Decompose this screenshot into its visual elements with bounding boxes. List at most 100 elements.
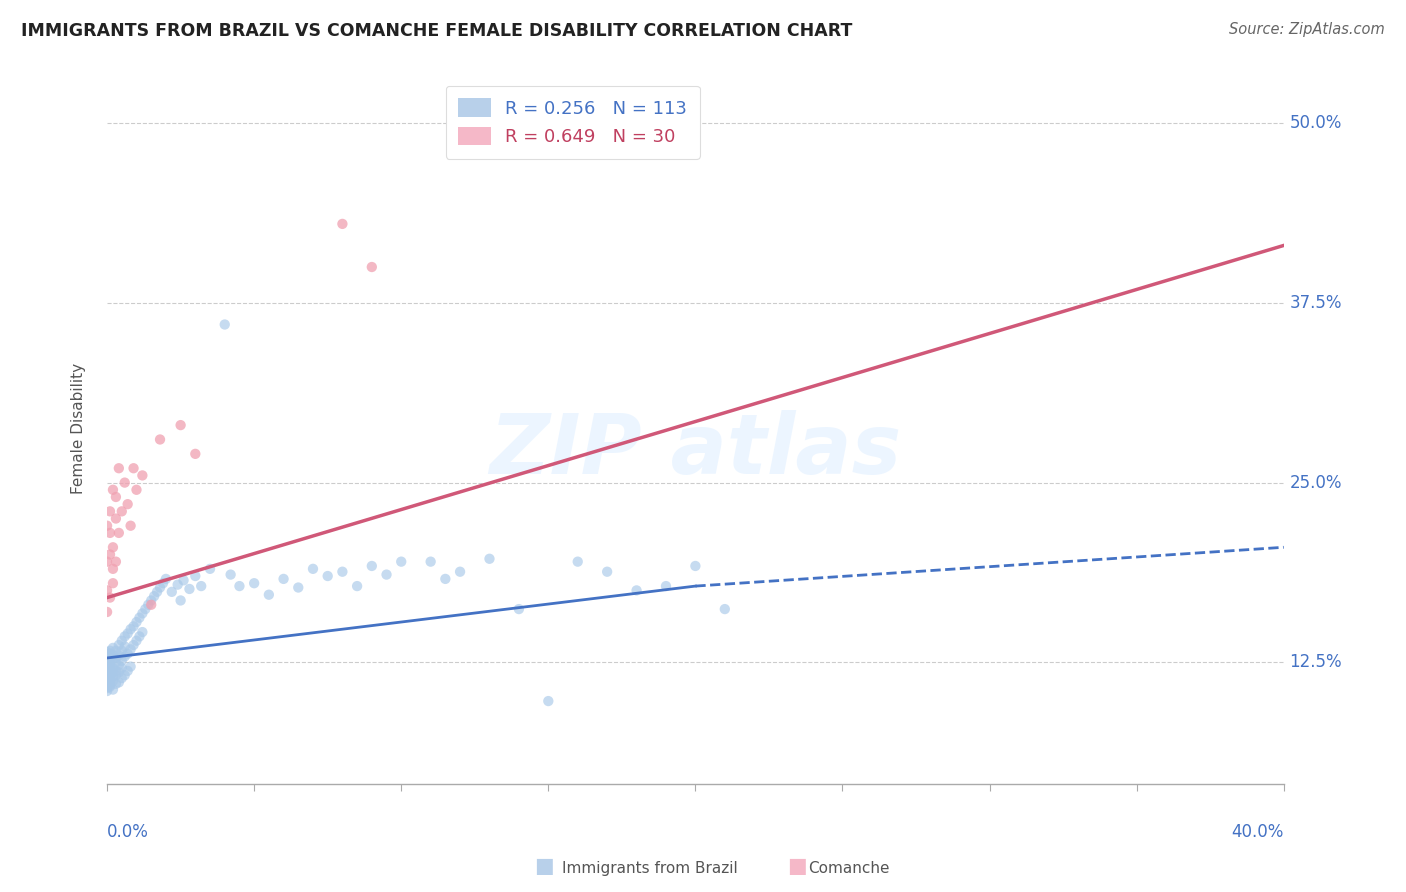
Point <box>125 483 148 497</box>
Text: 0.0%: 0.0% <box>107 823 149 841</box>
Point <box>108 525 131 540</box>
Text: 50.0%: 50.0% <box>1289 114 1341 132</box>
Point <box>166 577 188 591</box>
Point <box>125 615 148 629</box>
Point <box>128 629 150 643</box>
Point <box>419 555 441 569</box>
Text: 12.5%: 12.5% <box>1289 653 1343 672</box>
Point <box>219 567 242 582</box>
Point <box>104 655 127 669</box>
Point <box>243 576 266 591</box>
Point <box>198 562 221 576</box>
Point <box>98 680 121 694</box>
Point <box>190 579 212 593</box>
Point <box>96 670 118 684</box>
Point <box>101 661 124 675</box>
Point <box>120 622 142 636</box>
Text: ■: ■ <box>787 856 807 876</box>
Point <box>257 588 280 602</box>
Point <box>96 654 118 668</box>
Point <box>114 640 136 654</box>
Point <box>117 664 139 678</box>
Point <box>96 648 118 662</box>
Text: Immigrants from Brazil: Immigrants from Brazil <box>562 861 738 876</box>
Point <box>685 558 707 573</box>
Point <box>179 582 201 596</box>
Point <box>122 461 145 475</box>
Point <box>149 433 172 447</box>
Point <box>96 681 118 695</box>
Point <box>136 598 159 612</box>
Point <box>96 677 118 691</box>
Point <box>101 682 124 697</box>
Point <box>273 572 295 586</box>
Point <box>122 638 145 652</box>
Point <box>98 525 121 540</box>
Point <box>114 649 136 664</box>
Point <box>98 652 121 666</box>
Point <box>117 626 139 640</box>
Point <box>96 655 118 669</box>
Point <box>122 619 145 633</box>
Point <box>714 602 737 616</box>
Point <box>114 629 136 643</box>
Point <box>98 664 121 678</box>
Legend: R = 0.256   N = 113, R = 0.649   N = 30: R = 0.256 N = 113, R = 0.649 N = 30 <box>446 86 700 159</box>
Point <box>567 555 589 569</box>
Point <box>332 565 354 579</box>
Point <box>108 461 131 475</box>
Text: ■: ■ <box>534 856 554 876</box>
Point <box>101 673 124 688</box>
Point <box>655 579 678 593</box>
Point <box>596 565 619 579</box>
Point <box>120 659 142 673</box>
Point <box>96 666 118 681</box>
Point <box>184 447 207 461</box>
Point <box>98 591 121 605</box>
Point <box>96 518 118 533</box>
Point <box>449 565 471 579</box>
Point <box>96 665 118 680</box>
Point <box>104 490 127 504</box>
Text: 25.0%: 25.0% <box>1289 474 1343 491</box>
Point <box>360 260 382 274</box>
Point <box>111 633 134 648</box>
Point <box>101 640 124 655</box>
Point <box>131 625 153 640</box>
Point <box>101 483 124 497</box>
Point <box>332 217 354 231</box>
Point <box>141 598 163 612</box>
Point <box>169 418 191 433</box>
Point <box>360 558 382 573</box>
Point <box>104 555 127 569</box>
Point <box>375 567 398 582</box>
Point <box>143 589 166 603</box>
Point <box>98 657 121 671</box>
Point <box>98 675 121 690</box>
Point <box>302 562 325 576</box>
Point <box>101 562 124 576</box>
Point <box>108 665 131 680</box>
Point <box>104 664 127 678</box>
Point <box>98 644 121 658</box>
Text: Comanche: Comanche <box>808 861 890 876</box>
Point <box>101 648 124 662</box>
Point <box>96 555 118 569</box>
Point <box>101 576 124 591</box>
Point <box>131 607 153 621</box>
Point <box>98 661 121 675</box>
Point <box>131 468 153 483</box>
Point <box>287 581 309 595</box>
Point <box>101 670 124 684</box>
Point <box>96 645 118 659</box>
Point <box>104 651 127 665</box>
Point <box>96 664 118 678</box>
Point <box>141 593 163 607</box>
Y-axis label: Female Disability: Female Disability <box>72 363 86 494</box>
Point <box>98 647 121 661</box>
Point <box>478 551 501 566</box>
Point <box>152 576 174 591</box>
Point <box>228 579 250 593</box>
Point <box>98 649 121 664</box>
Point <box>114 668 136 682</box>
